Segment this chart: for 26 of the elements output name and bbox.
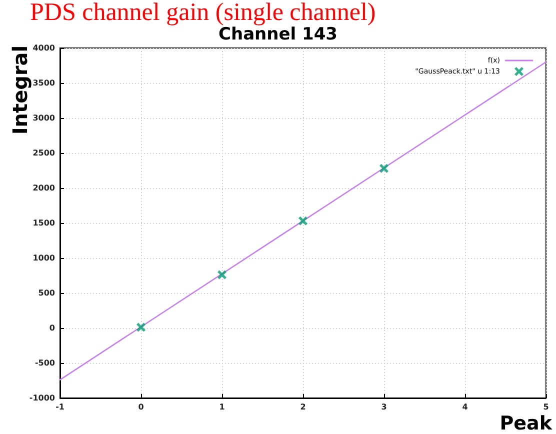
y-axis-title: Integral [8, 45, 32, 135]
chart-title: Channel 143 [218, 24, 338, 44]
x-tick-label: 2 [300, 402, 306, 412]
x-tick-label: -1 [56, 402, 65, 412]
text: PDS channel gain (single channel) [30, 0, 376, 26]
point [136, 322, 146, 332]
y-tick-label: 1000 [32, 254, 56, 262]
y-tick-label: 500 [38, 288, 56, 298]
point [218, 270, 226, 280]
y-tick-label: -1000 [29, 394, 56, 402]
y-tick-label: 3500 [32, 78, 56, 88]
point [380, 164, 388, 173]
y-tick-label: 3000 [32, 114, 56, 122]
x-tick-label: 5 [543, 402, 550, 412]
y-tick-label: 0 [49, 324, 56, 332]
y-tick-label: 1500 [32, 218, 56, 228]
x-tick-label: 1 [219, 402, 226, 412]
y-tick-label: 4000 [32, 44, 56, 52]
y-tick-label: 2000 [32, 184, 56, 192]
y-tick-label: -500 [34, 358, 56, 368]
point [298, 216, 308, 226]
x-tick-label: 4 [462, 402, 468, 412]
x-tick-label: 3 [381, 402, 387, 412]
y-tick-label: 2500 [32, 148, 56, 158]
x-axis-title: Peak [500, 412, 552, 434]
x-tick-label: 0 [138, 402, 144, 412]
